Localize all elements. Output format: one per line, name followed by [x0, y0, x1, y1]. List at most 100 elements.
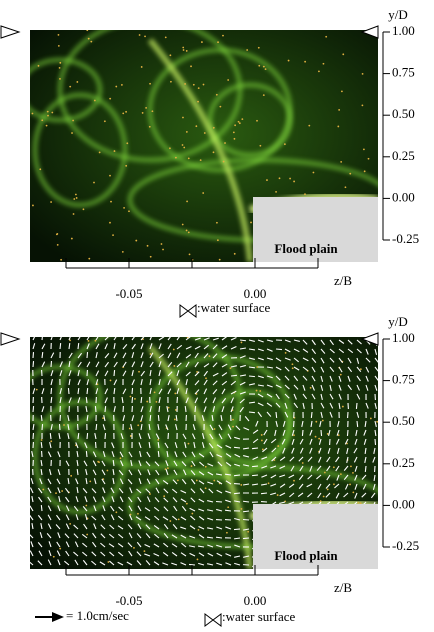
velocity-arrow [320, 393, 323, 400]
velocity-arrow [149, 406, 152, 413]
particle [291, 367, 294, 370]
velocity-arrow [101, 469, 106, 476]
particle [326, 433, 329, 435]
velocity-arrow [74, 559, 79, 566]
particle [170, 80, 172, 83]
particle [202, 83, 205, 86]
velocity-arrow [320, 402, 325, 409]
velocity-arrow [185, 345, 192, 350]
velocity-arrow [212, 344, 218, 350]
velocity-arrow [145, 560, 151, 566]
velocity-arrow [284, 348, 291, 353]
particle [190, 465, 193, 467]
velocity-arrow [147, 433, 151, 440]
particle [182, 49, 185, 51]
velocity-arrow [118, 515, 124, 521]
velocity-arrow [207, 517, 214, 521]
velocity-arrow [113, 379, 118, 386]
velocity-arrow [41, 361, 46, 368]
velocity-arrow [320, 339, 326, 346]
velocity-arrow [176, 337, 180, 341]
velocity-arrow [92, 460, 97, 467]
particle [376, 420, 378, 423]
x-tick-label: 0.00 [244, 593, 267, 608]
velocity-arrow [65, 460, 70, 467]
velocity-arrow [374, 366, 378, 372]
x-axis-label: z/B [334, 580, 352, 595]
velocity-arrow [209, 451, 214, 458]
velocity-arrow [155, 469, 160, 476]
velocity-arrow [163, 533, 169, 539]
velocity-arrow [120, 460, 124, 467]
velocity-arrow [171, 543, 178, 548]
velocity-arrow [165, 460, 169, 467]
velocity-arrow [119, 451, 124, 458]
velocity-arrow [82, 506, 88, 512]
particle [185, 131, 188, 133]
velocity-arrow [32, 405, 35, 413]
velocity-arrow [49, 432, 52, 440]
velocity-arrow [189, 545, 196, 548]
particle [233, 252, 236, 255]
velocity-arrow [65, 496, 70, 503]
streak [147, 345, 253, 569]
velocity-arrow [338, 348, 345, 354]
particle [40, 439, 43, 441]
velocity-arrow [104, 388, 109, 395]
velocity-arrow [86, 432, 89, 440]
velocity-arrow [275, 348, 283, 351]
velocity-arrow [262, 447, 268, 453]
velocity-arrow [302, 375, 308, 381]
swirl [32, 92, 128, 208]
velocity-arrow [59, 337, 62, 341]
velocity-arrow [95, 370, 100, 377]
velocity-arrow [230, 365, 237, 368]
velocity-arrow [149, 352, 154, 359]
particle [203, 132, 206, 134]
velocity-arrow [191, 460, 196, 467]
velocity-arrow [131, 387, 134, 395]
velocity-arrow [162, 551, 169, 557]
particle [51, 111, 54, 114]
velocity-arrow [171, 534, 178, 539]
velocity-arrow [126, 561, 133, 566]
velocity-arrow [182, 451, 187, 458]
velocity-arrow [365, 384, 369, 391]
velocity-arrow [163, 488, 169, 494]
velocity-arrow [50, 424, 53, 431]
particle [149, 493, 151, 495]
velocity-arrow [153, 506, 160, 512]
velocity-arrow [334, 483, 340, 489]
velocity-arrow [113, 352, 118, 359]
particle [352, 471, 354, 474]
particle [176, 479, 179, 482]
particle [59, 77, 61, 80]
velocity-arrow [284, 366, 290, 372]
velocity-arrow [284, 393, 290, 399]
velocity-arrow [248, 411, 256, 414]
velocity-arrow [86, 387, 89, 395]
velocity-arrow [284, 339, 291, 343]
velocity-arrow [320, 348, 326, 354]
velocity-arrow [194, 405, 197, 413]
velocity-arrow [40, 414, 43, 422]
particle [107, 561, 110, 563]
velocity-arrow [86, 414, 89, 422]
velocity-arrow [242, 483, 250, 486]
velocity-arrow [113, 406, 116, 413]
velocity-arrow [122, 361, 127, 368]
particle [57, 44, 60, 47]
particle [204, 465, 207, 468]
velocity-arrow [302, 393, 308, 400]
velocity-arrow [185, 337, 191, 341]
velocity-arrow [185, 388, 188, 395]
velocity-arrow [298, 456, 304, 462]
particle [182, 116, 184, 119]
particle [174, 392, 177, 395]
velocity-arrow [136, 533, 142, 539]
velocity-arrow [354, 438, 358, 445]
velocity-arrow [335, 456, 340, 463]
velocity-arrow [194, 352, 199, 359]
velocity-arrow [50, 352, 55, 359]
particle [113, 150, 116, 152]
